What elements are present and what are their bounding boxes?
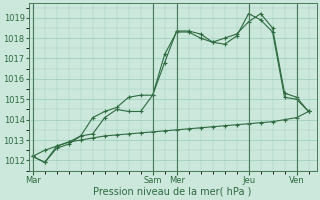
X-axis label: Pression niveau de la mer( hPa ): Pression niveau de la mer( hPa )	[93, 187, 252, 197]
